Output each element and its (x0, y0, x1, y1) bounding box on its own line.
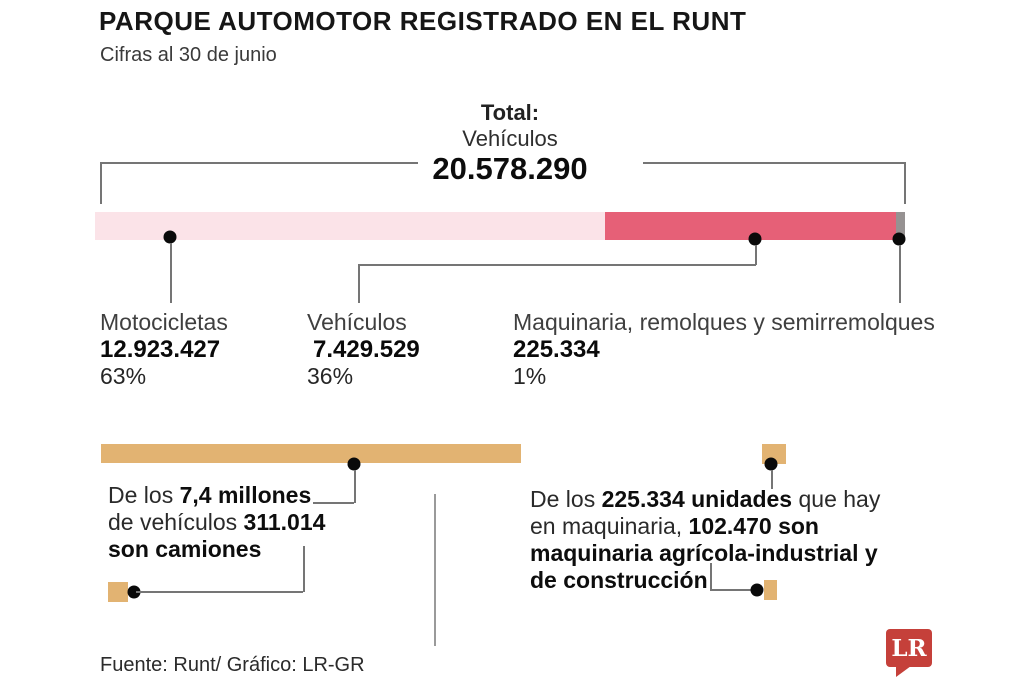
connector-line-maquinaria-square (771, 470, 773, 489)
bar-segment-maquinaria (896, 212, 905, 240)
lr-logo-tail (896, 666, 911, 677)
stat-value: 12.923.427 (100, 336, 221, 363)
camiones-small-square (108, 582, 128, 602)
source-credit: Fuente: Runt/ Gráfico: LR-GR (100, 654, 365, 676)
camiones-note-line2: de vehículos 311.014 (108, 509, 326, 535)
maquinaria-note-line2: en maquinaria, 102.470 son (530, 513, 819, 539)
construccion-small-square (764, 580, 777, 600)
stat-block-vehiculos: Vehículos 7.429.529 36% (307, 309, 420, 390)
dot-marker-camiones-bar (347, 457, 361, 471)
dot-marker-motocicletas (163, 230, 177, 244)
stat-percent: 1% (513, 363, 547, 389)
stat-label: Vehículos (307, 309, 407, 335)
connector-line-construccion-horizontal (710, 589, 755, 591)
camiones-context-bar (101, 444, 521, 463)
connector-line-vehiculos-down (358, 264, 360, 303)
bracket-right-horizontal (643, 162, 905, 164)
bracket-left-horizontal (100, 162, 418, 164)
section-divider (434, 494, 436, 646)
stat-block-motocicletas: Motocicletas 12.923.427 63% (100, 309, 228, 390)
dot-marker-construccion (750, 583, 764, 597)
connector-line-camiones-horizontal (313, 502, 354, 504)
maquinaria-note: De los 225.334 unidades que hay en maqui… (530, 486, 880, 594)
camiones-note-line1: De los 7,4 millones (108, 482, 312, 508)
dot-marker-camiones-square (127, 585, 141, 599)
main-stacked-bar (95, 212, 905, 240)
maquinaria-note-line3: maquinaria agrícola-industrial y (530, 540, 878, 566)
connector-line-construccion-down (710, 563, 712, 590)
lr-logo: LR (886, 629, 932, 667)
maquinaria-note-line1: De los 225.334 unidades que hay (530, 486, 881, 512)
page-title: PARQUE AUTOMOTOR REGISTRADO EN EL RUNT (99, 6, 747, 36)
stat-label: Motocicletas (100, 309, 228, 335)
maquinaria-note-line4: de construcción (530, 567, 708, 593)
total-label-line2: Vehículos (462, 126, 558, 151)
connector-line-camiones-square-horizontal (136, 591, 303, 593)
bar-segment-motocicletas (95, 212, 605, 240)
camiones-note: De los 7,4 millones de vehículos 311.014… (108, 482, 325, 563)
page-subtitle: Cifras al 30 de junio (100, 44, 277, 66)
connector-line-vehiculos-drop (755, 245, 757, 265)
connector-line-motocicletas (170, 243, 172, 303)
camiones-note-line3: son camiones (108, 536, 262, 562)
total-block: Total: Vehículos 20.578.290 (360, 100, 660, 186)
connector-line-vehiculos-horizontal (358, 264, 756, 266)
connector-line-camiones-down (354, 470, 356, 503)
dot-marker-maquinaria-square (764, 457, 778, 471)
dot-marker-vehiculos (748, 232, 762, 246)
stat-label: Maquinaria, remolques y semirremolques (513, 309, 935, 335)
connector-line-camiones-square-up (303, 546, 305, 592)
bracket-right-tick (904, 162, 906, 204)
dot-marker-maquinaria (892, 232, 906, 246)
total-label-line1: Total: (480, 100, 540, 125)
stat-value: 7.429.529 (313, 336, 420, 363)
bracket-left-tick (100, 162, 102, 204)
connector-line-maquinaria (899, 245, 901, 303)
stat-block-maquinaria: Maquinaria, remolques y semirremolques 2… (513, 309, 935, 390)
total-value: 20.578.290 (432, 151, 588, 186)
stat-value: 225.334 (513, 336, 600, 363)
stat-percent: 63% (100, 363, 147, 389)
stat-percent: 36% (307, 363, 354, 389)
